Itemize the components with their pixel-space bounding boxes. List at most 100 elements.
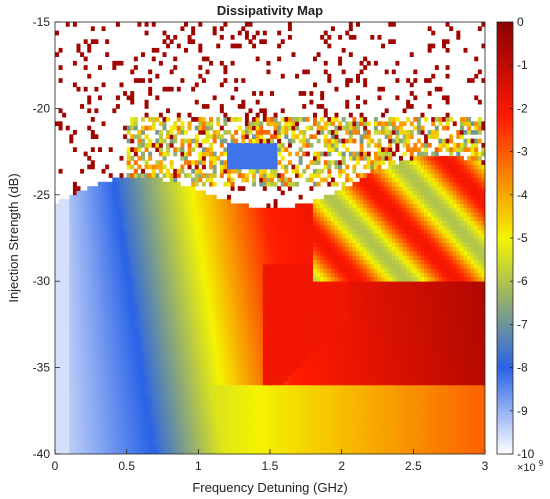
heatmap-cell: [162, 337, 167, 343]
heatmap-cell: [166, 246, 171, 252]
heatmap-cell: [259, 341, 264, 347]
heatmap-cell: [90, 341, 95, 347]
heatmap-cell: [259, 285, 264, 291]
heatmap-cell: [219, 294, 224, 299]
heatmap-cell: [295, 393, 300, 399]
heatmap-cell: [108, 346, 113, 351]
heatmap-cell: [101, 294, 106, 299]
heatmap-cell: [244, 255, 249, 260]
heatmap-cell: [298, 130, 303, 135]
heatmap-cell: [141, 389, 145, 394]
heatmap-cell: [112, 436, 117, 442]
heatmap-cell: [62, 225, 67, 230]
heatmap-cell: [241, 406, 246, 412]
heatmap-cell: [166, 449, 171, 454]
heatmap-cell: [69, 199, 74, 204]
heatmap-cell: [141, 272, 145, 278]
heatmap-cell: [169, 125, 174, 131]
heatmap-cell: [155, 393, 160, 399]
heatmap-cell: [273, 441, 278, 446]
heatmap-cell: [72, 346, 77, 351]
heatmap-cell: [166, 298, 171, 304]
heatmap-cell: [137, 315, 142, 321]
heatmap-cell: [266, 69, 271, 75]
heatmap-cell: [180, 155, 185, 161]
heatmap-cell: [69, 294, 74, 299]
heatmap-cell: [176, 238, 181, 243]
heatmap-cell: [284, 134, 289, 140]
heatmap-cell: [94, 371, 99, 377]
heatmap-cell: [155, 272, 160, 278]
heatmap-cell: [287, 428, 292, 433]
heatmap-cell: [76, 285, 81, 291]
heatmap-cell: [198, 324, 203, 330]
heatmap-cell: [270, 229, 274, 235]
heatmap-cell: [191, 307, 196, 312]
heatmap-cell: [65, 125, 70, 131]
heatmap-cell: [158, 164, 163, 170]
heatmap-cell: [58, 272, 63, 278]
heatmap-cell: [230, 402, 235, 407]
heatmap-cell: [216, 220, 221, 226]
heatmap-cell: [266, 389, 271, 394]
heatmap-cell: [119, 177, 124, 183]
heatmap-cell: [266, 302, 271, 308]
heatmap-cell: [108, 207, 113, 213]
heatmap-cell: [141, 216, 145, 222]
heatmap-cell: [223, 354, 228, 360]
heatmap-cell: [90, 255, 95, 260]
heatmap-cell: [76, 423, 81, 429]
heatmap-cell: [244, 410, 249, 416]
heatmap-cell: [266, 212, 271, 217]
heatmap-cell: [205, 276, 210, 282]
heatmap-cell: [212, 294, 217, 299]
heatmap-cell: [158, 138, 163, 144]
heatmap-cell: [141, 294, 145, 299]
heatmap-cell: [255, 168, 260, 174]
heatmap-cell: [69, 367, 74, 373]
heatmap-cell: [62, 350, 67, 356]
heatmap-cell: [55, 216, 59, 222]
heatmap-cell: [209, 276, 214, 282]
heatmap-cell: [62, 263, 67, 269]
heatmap-cell: [205, 104, 210, 109]
heatmap-cell: [219, 238, 224, 243]
heatmap-cell: [58, 121, 63, 127]
heatmap-cell: [201, 311, 206, 317]
heatmap-cell: [90, 406, 95, 412]
heatmap-cell: [123, 445, 128, 451]
heatmap-cell: [248, 233, 253, 239]
heatmap-cell: [280, 436, 285, 442]
heatmap-cell: [137, 363, 142, 368]
heatmap-cell: [105, 380, 110, 386]
heatmap-cell: [166, 134, 171, 140]
heatmap-cell: [80, 216, 85, 222]
heatmap-cell: [158, 419, 163, 425]
heatmap-cell: [169, 307, 174, 312]
heatmap-cell: [201, 250, 206, 256]
heatmap-cell: [112, 281, 117, 286]
heatmap-cell: [252, 445, 257, 451]
heatmap-cell: [198, 393, 203, 399]
heatmap-cell: [108, 233, 113, 239]
heatmap-cell: [227, 294, 231, 299]
heatmap-cell: [83, 242, 88, 248]
heatmap-cell: [259, 380, 264, 386]
heatmap-cell: [201, 371, 206, 377]
heatmap-cell: [98, 276, 102, 282]
heatmap-cell: [302, 402, 307, 407]
heatmap-cell: [219, 354, 224, 360]
heatmap-cell: [98, 449, 102, 454]
heatmap-cell: [144, 302, 149, 308]
heatmap-cell: [212, 315, 217, 321]
heatmap-cell: [69, 393, 74, 399]
heatmap-cell: [144, 281, 149, 286]
heatmap-cell: [298, 415, 303, 420]
heatmap-cell: [305, 324, 310, 330]
heatmap-cell: [291, 311, 296, 317]
heatmap-cell: [94, 328, 99, 334]
heatmap-cell: [55, 423, 59, 429]
heatmap-cell: [137, 22, 142, 27]
heatmap-cell: [198, 272, 203, 278]
heatmap-cell: [123, 250, 128, 256]
